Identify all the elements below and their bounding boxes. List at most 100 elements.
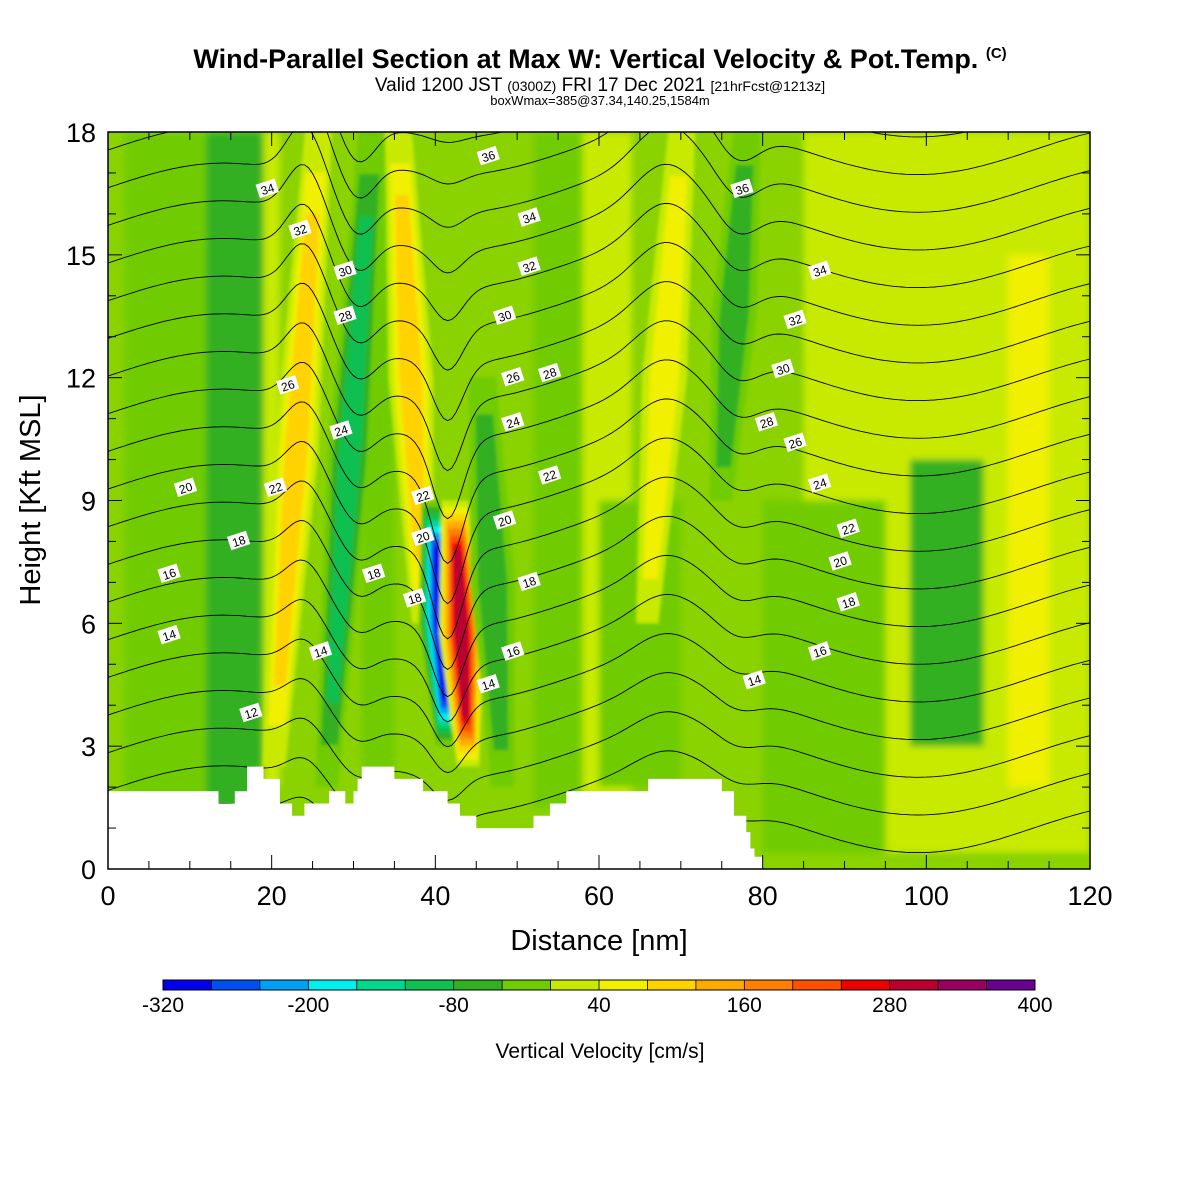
isentrope-label-box <box>329 420 353 440</box>
y-tick-label: 15 <box>66 241 96 271</box>
isentrope-label-text: 18 <box>406 590 423 608</box>
x-tick-label: 40 <box>420 881 450 911</box>
velocity-contour <box>716 165 754 468</box>
isentrope-label-text: 34 <box>811 262 828 280</box>
colorbar-swatch <box>986 980 1036 990</box>
isentrope-label-box <box>173 477 198 498</box>
isentrope-label-text: 30 <box>496 307 513 325</box>
isentrope-label: 12 <box>239 702 263 723</box>
isentrope-label-text: 14 <box>312 643 329 661</box>
isentrope-label-box <box>263 477 288 498</box>
isentrope-label: 22 <box>411 485 435 506</box>
isentrope-label-box <box>288 219 312 240</box>
isentrope-label: 30 <box>771 358 795 379</box>
isentrope-label-text: 36 <box>734 181 751 199</box>
isentrope-label-text: 28 <box>337 307 354 325</box>
colorbar-swatch <box>259 980 309 990</box>
isentrope-line <box>108 7 1090 126</box>
isentrope-label-box <box>807 473 832 493</box>
colorbar <box>162 979 1036 991</box>
isentrope-label-box <box>828 551 852 571</box>
y-axis-label: Height [Kft MSL] <box>15 394 47 605</box>
colorbar-swatch <box>163 980 212 990</box>
y-tick-label: 6 <box>81 609 96 639</box>
colorbar-tick-label: -200 <box>287 994 329 1017</box>
isentrope-label-text: 22 <box>840 520 857 538</box>
colorbar-swatch <box>453 980 503 990</box>
colorbar-swatch <box>550 980 600 990</box>
isentrope-label-box <box>517 571 541 592</box>
isentrope-label: 16 <box>501 641 525 661</box>
isentrope-label-text: 28 <box>758 414 775 432</box>
isentrope-line <box>108 132 1090 235</box>
isentrope-line <box>108 633 1090 748</box>
isentrope-label: 34 <box>517 207 541 227</box>
isentrope-label-box <box>333 260 357 281</box>
isentrope-line <box>108 711 1090 801</box>
isentrope-label-box <box>754 412 779 432</box>
y-tick-label: 3 <box>81 732 96 762</box>
isentrope-label: 24 <box>329 420 353 440</box>
colorbar-swatch <box>792 980 842 990</box>
isentrope-label-box <box>783 432 807 452</box>
isentrope-label-box <box>517 256 541 276</box>
isentrope-label-text: 12 <box>243 705 260 723</box>
isentrope-line <box>108 320 1090 472</box>
colorbar-label: Vertical Velocity [cm/s] <box>496 1040 705 1063</box>
isentrope-label: 34 <box>807 260 832 281</box>
isentrope-label-text: 18 <box>230 533 247 551</box>
colorbar-swatch <box>889 980 939 990</box>
colorbar-swatch <box>938 980 988 990</box>
isentrope-line <box>108 398 1090 564</box>
isentrope-label-box <box>730 178 754 199</box>
isentrope-label-text: 34 <box>259 181 276 199</box>
isentrope-label: 22 <box>836 518 860 538</box>
isentrope-label: 22 <box>537 465 562 485</box>
isentrope-label: 14 <box>157 624 181 645</box>
isentrope-label: 18 <box>517 571 541 592</box>
x-tick-label: 60 <box>584 881 614 911</box>
isentrope-label-text: 20 <box>415 529 432 547</box>
axis-ticks <box>107 131 1091 870</box>
isentrope-label: 24 <box>807 473 832 493</box>
isentrope-label-box <box>411 526 435 547</box>
isentrope-label-text: 20 <box>832 553 849 571</box>
isentrope-label-text: 24 <box>505 414 522 432</box>
isentrope-label: 16 <box>157 563 181 583</box>
isentrope-label-box <box>492 305 517 326</box>
isentrope-label-text: 18 <box>365 565 382 583</box>
x-tick-label: 120 <box>1067 881 1112 911</box>
isentrope-label: 20 <box>828 551 852 571</box>
isentrope-label: 30 <box>492 305 517 326</box>
velocity-contour <box>643 176 688 580</box>
isentrope-label-text: 16 <box>505 643 522 661</box>
isentrope-label-text: 26 <box>787 434 804 452</box>
isentrope-label: 26 <box>276 375 300 395</box>
y-tick-label: 0 <box>81 855 96 885</box>
isentrope-line <box>108 359 1090 520</box>
isentrope-label-box <box>476 145 500 166</box>
colorbar-swatch <box>841 980 891 990</box>
isentrope-label: 20 <box>411 526 435 547</box>
isentrope-line <box>108 593 1090 723</box>
velocity-contour <box>475 414 509 751</box>
x-tick-label: 80 <box>748 881 778 911</box>
isentrope-label-text: 22 <box>415 488 432 506</box>
isentrope-label-text: 18 <box>840 594 857 612</box>
isentrope-label-box <box>836 518 860 538</box>
velocity-contour <box>326 216 374 703</box>
y-tick-labels: 0 3 6 9 12 15 18 <box>66 118 96 885</box>
isentrope-line <box>108 242 1090 371</box>
isentrope-label-text: 34 <box>521 209 538 227</box>
x-tick-labels: 0 20 40 60 80 100 120 <box>100 881 1112 911</box>
velocity-contour <box>453 549 469 718</box>
isentrope-label-text: 18 <box>521 574 538 592</box>
isentrope-line <box>108 554 1090 698</box>
x-tick-label: 0 <box>100 881 115 911</box>
y-tick-label: 18 <box>66 118 96 148</box>
x-tick-label: 100 <box>904 881 949 911</box>
isentrope-label-text: 36 <box>480 148 497 166</box>
isentrope-label: 30 <box>333 260 357 281</box>
isentrope-label-text: 24 <box>811 475 828 493</box>
isentrope-label-text: 22 <box>541 467 558 485</box>
